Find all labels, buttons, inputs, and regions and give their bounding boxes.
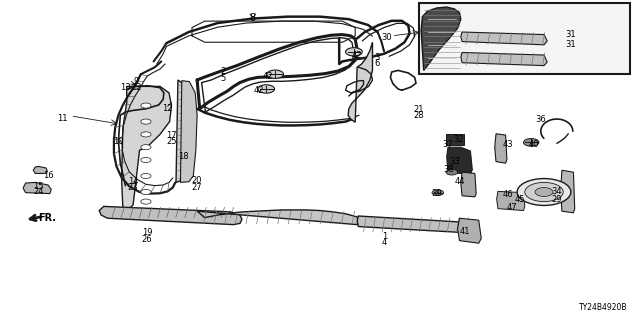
Text: 37: 37	[443, 140, 453, 149]
Polygon shape	[461, 172, 476, 197]
Polygon shape	[461, 52, 547, 66]
Circle shape	[517, 179, 571, 205]
Text: 22: 22	[131, 83, 141, 92]
Text: 3: 3	[374, 53, 380, 62]
Text: 23: 23	[128, 183, 138, 192]
Circle shape	[346, 48, 362, 56]
Polygon shape	[421, 7, 461, 70]
Text: 42: 42	[262, 72, 273, 81]
Text: 19: 19	[142, 228, 152, 237]
Text: 31: 31	[566, 30, 576, 39]
Text: 42: 42	[253, 86, 264, 95]
Text: 15: 15	[33, 182, 44, 191]
Text: 4: 4	[382, 238, 387, 247]
Circle shape	[141, 132, 151, 137]
Circle shape	[141, 103, 151, 108]
Text: 36: 36	[536, 115, 546, 124]
Polygon shape	[122, 86, 172, 211]
Text: 28: 28	[413, 111, 424, 120]
Polygon shape	[497, 191, 525, 211]
Circle shape	[141, 119, 151, 124]
Text: 13: 13	[120, 83, 131, 92]
Polygon shape	[23, 182, 51, 194]
Polygon shape	[495, 134, 507, 163]
Polygon shape	[99, 206, 242, 225]
Text: 10: 10	[113, 137, 124, 146]
Circle shape	[141, 173, 151, 179]
Text: 25: 25	[166, 137, 177, 146]
Text: 42: 42	[352, 51, 362, 60]
Text: 5: 5	[220, 74, 225, 83]
Polygon shape	[348, 42, 372, 122]
Circle shape	[141, 157, 151, 163]
Text: 46: 46	[502, 190, 513, 199]
Bar	[419, 3, 630, 74]
Text: FR.: FR.	[38, 213, 56, 223]
Text: 34: 34	[552, 188, 562, 196]
Polygon shape	[180, 81, 197, 182]
Bar	[446, 134, 464, 145]
Polygon shape	[176, 80, 186, 182]
Polygon shape	[197, 210, 358, 225]
Text: 6: 6	[374, 60, 380, 68]
Polygon shape	[357, 216, 474, 233]
Text: 31: 31	[566, 40, 576, 49]
Circle shape	[432, 190, 444, 196]
Text: 11: 11	[57, 114, 67, 123]
Circle shape	[446, 169, 458, 175]
Text: 14: 14	[128, 177, 138, 186]
Circle shape	[141, 199, 151, 204]
Circle shape	[141, 189, 151, 195]
Text: 39: 39	[431, 189, 442, 198]
Text: 32: 32	[454, 135, 464, 144]
Text: 27: 27	[192, 183, 202, 192]
Text: 1: 1	[382, 232, 387, 241]
Text: 2: 2	[220, 68, 225, 76]
Text: 24: 24	[33, 188, 44, 196]
Text: 43: 43	[502, 140, 513, 149]
Polygon shape	[33, 166, 47, 173]
Text: 47: 47	[507, 204, 517, 212]
Circle shape	[524, 139, 539, 146]
Circle shape	[267, 70, 284, 78]
Text: 12: 12	[163, 104, 173, 113]
Polygon shape	[561, 170, 575, 213]
Text: 38: 38	[444, 165, 454, 174]
Text: 33: 33	[450, 157, 460, 166]
Text: 20: 20	[192, 176, 202, 185]
Polygon shape	[447, 147, 472, 174]
Text: 40: 40	[529, 140, 539, 149]
Text: 45: 45	[515, 196, 525, 204]
Circle shape	[535, 188, 553, 196]
Text: 44: 44	[454, 177, 465, 186]
Text: 29: 29	[552, 195, 562, 204]
Polygon shape	[458, 218, 481, 243]
Text: 8: 8	[250, 12, 256, 23]
Text: 9: 9	[134, 77, 139, 86]
Text: 18: 18	[179, 152, 189, 161]
Text: 21: 21	[413, 105, 424, 114]
Circle shape	[258, 85, 275, 93]
Circle shape	[141, 145, 151, 150]
Polygon shape	[461, 32, 547, 45]
Text: 26: 26	[142, 235, 152, 244]
Circle shape	[525, 182, 563, 202]
Text: TY24B4920B: TY24B4920B	[579, 303, 627, 312]
Text: 41: 41	[460, 227, 470, 236]
Text: 17: 17	[166, 131, 177, 140]
Text: 30: 30	[381, 33, 392, 42]
Text: 16: 16	[43, 171, 53, 180]
